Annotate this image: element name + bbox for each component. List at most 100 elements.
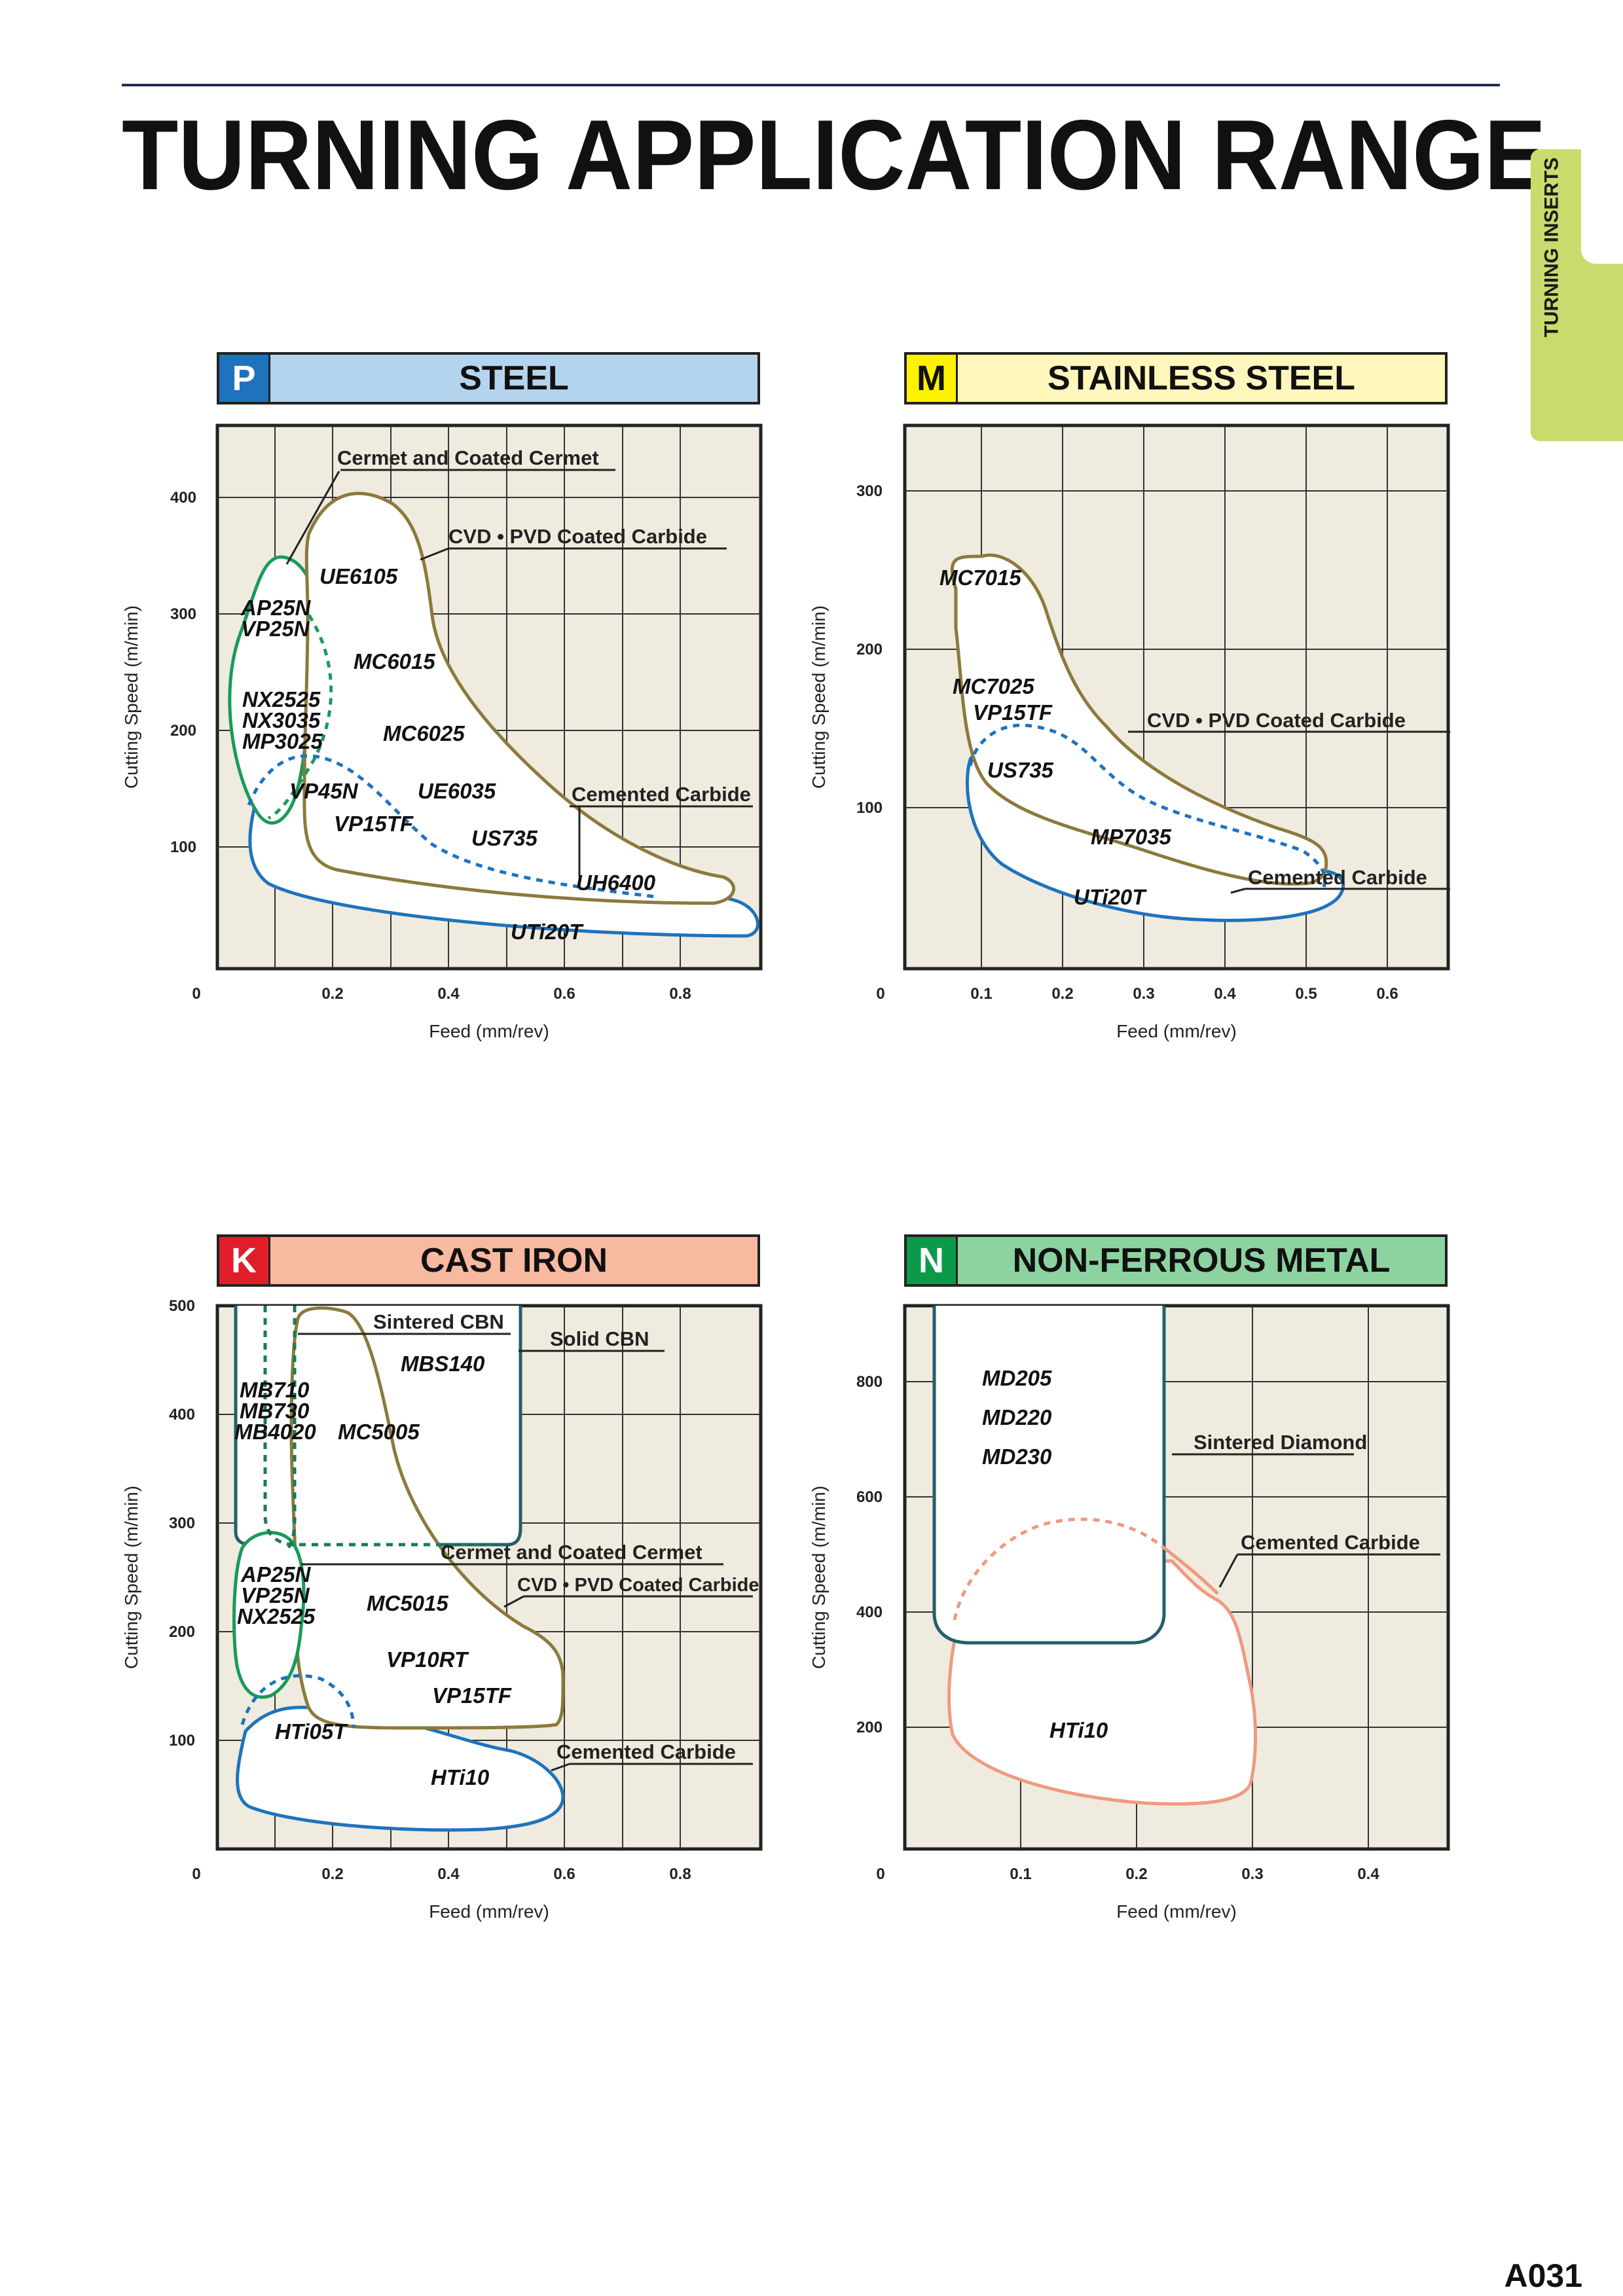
- steel-y-tick: 200: [170, 722, 196, 740]
- castiron-grade-label: MC5015: [367, 1591, 448, 1615]
- castiron-cat-solid: Solid CBN: [550, 1327, 649, 1350]
- castiron-cat-carbide: Cemented Carbide: [556, 1740, 736, 1763]
- nonferrous-x-axis-label: Feed (mm/rev): [1116, 1901, 1237, 1922]
- nonferrous-carbide-upper: [1163, 1547, 1219, 1595]
- castiron-grade-label: NX2525: [237, 1604, 316, 1628]
- nonferrous-leader-carbide: [1218, 1554, 1239, 1588]
- nonferrous-cat-carbide: Cemented Carbide: [1241, 1531, 1420, 1554]
- castiron-x-tick: 0.6: [553, 1865, 575, 1883]
- castiron-grade-label: HTi10: [431, 1765, 490, 1789]
- castiron-grade-label: HTi05T: [275, 1719, 348, 1744]
- steel-grade-label: UTi20T: [511, 920, 584, 944]
- steel-x-tick: 0.4: [437, 985, 460, 1003]
- castiron-chart: Sintered CBN Solid CBN Cermet and Coated…: [121, 1299, 763, 1922]
- page-number: A031: [1504, 2257, 1582, 2294]
- castiron-cermet-region: [232, 1531, 306, 1699]
- nonferrous-x-tick: 0.4: [1357, 1865, 1379, 1883]
- steel-grade-label: MP3025: [242, 729, 323, 753]
- stainless-dashed-blue: [968, 723, 1327, 891]
- nonferrous-y-tick: 200: [856, 1719, 883, 1736]
- steel-x-tick: 0.2: [321, 985, 343, 1003]
- nonferrous-y-axis-label: Cutting Speed (m/min): [809, 1486, 829, 1669]
- castiron-sintered-cbn-dashed: [263, 1306, 491, 1547]
- steel-y-tick: 400: [170, 489, 196, 507]
- nonferrous-y-tick: 600: [856, 1488, 883, 1506]
- castiron-leader-carbide: [551, 1763, 570, 1772]
- steel-y-tick: 300: [170, 605, 196, 623]
- stainless-letter-badge: M: [907, 355, 958, 402]
- steel-grade-label: MC6015: [354, 649, 435, 673]
- steel-title: STEEL: [459, 359, 569, 397]
- castiron-y-tick: 300: [169, 1515, 195, 1532]
- steel-x-tick: 0.8: [669, 985, 691, 1003]
- castiron-cat-cermet: Cermet and Coated Cermet: [441, 1541, 702, 1564]
- steel-grade-label: UH6400: [576, 870, 656, 895]
- stainless-x-tick: 0: [876, 985, 884, 1003]
- stainless-cat-carbide: Cemented Carbide: [1248, 866, 1427, 889]
- steel-grade-label: VP15TF: [334, 812, 414, 836]
- stainless-grade-label: MC7025: [953, 674, 1034, 698]
- castiron-grade-label: MB710: [240, 1378, 310, 1402]
- steel-cvd-region: [302, 492, 736, 905]
- nonferrous-x-tick: 0.1: [1010, 1865, 1031, 1883]
- castiron-grade-label: MBS140: [401, 1352, 485, 1376]
- steel-grade-label: VP45N: [289, 779, 359, 803]
- nonferrous-grade-label: MD230: [982, 1444, 1052, 1469]
- stainless-y-axis-label: Cutting Speed (m/min): [809, 605, 829, 789]
- stainless-x-tick: 0.2: [1051, 985, 1073, 1003]
- nonferrous-x-tick: 0.2: [1125, 1865, 1147, 1883]
- castiron-grade-label: VP10RT: [386, 1647, 469, 1672]
- castiron-y-tick: 500: [169, 1299, 195, 1315]
- castiron-x-tick: 0.2: [321, 1865, 343, 1883]
- stainless-grade-label: MC7015: [939, 565, 1021, 590]
- stainless-header: M STAINLESS STEEL: [904, 352, 1448, 404]
- stainless-grade-label: US735: [987, 758, 1054, 782]
- castiron-x-tick: 0.4: [437, 1865, 460, 1883]
- stainless-x-tick: 0.3: [1133, 985, 1154, 1003]
- nonferrous-y-tick: 800: [856, 1373, 883, 1391]
- steel-grade-label: AP25N: [240, 596, 312, 620]
- steel-x-axis-label: Feed (mm/rev): [429, 1021, 549, 1041]
- steel-letter-badge: P: [219, 355, 270, 402]
- steel-x-tick: 0.6: [553, 985, 575, 1003]
- nonferrous-carbide-dashed: [953, 1517, 1165, 1621]
- steel-header: P STEEL: [217, 352, 760, 404]
- steel-y-tick: 100: [170, 838, 196, 856]
- steel-grade-label: NX3035: [242, 708, 321, 732]
- steel-grade-label: VP25N: [241, 617, 310, 641]
- castiron-grade-label: AP25N: [240, 1562, 312, 1587]
- stainless-y-tick: 300: [856, 482, 883, 500]
- castiron-y-tick: 100: [169, 1732, 195, 1749]
- nonferrous-diamond-region: [932, 1306, 1166, 1645]
- stainless-x-tick: 0.4: [1214, 985, 1236, 1003]
- side-tab-cutout: [1581, 149, 1623, 264]
- castiron-y-axis-label: Cutting Speed (m/min): [121, 1486, 141, 1669]
- castiron-grade-label: MB730: [240, 1399, 310, 1423]
- castiron-cat-sintered: Sintered CBN: [373, 1310, 504, 1333]
- castiron-leader-cvd: [503, 1595, 524, 1608]
- steel-grade-label: UE6105: [319, 564, 398, 588]
- stainless-chart: CVD • PVD Coated Carbide Cemented Carbid…: [809, 423, 1450, 1041]
- nonferrous-cat-diamond: Sintered Diamond: [1194, 1431, 1367, 1454]
- side-tab-label: TURNING INSERTS: [1541, 157, 1563, 338]
- nonferrous-grade-label: MD220: [982, 1405, 1052, 1429]
- steel-x-tick: 0: [192, 985, 200, 1003]
- nonferrous-x-tick: 0.3: [1241, 1865, 1263, 1883]
- nonferrous-x-tick: 0: [876, 1865, 884, 1883]
- steel-y-axis-label: Cutting Speed (m/min): [121, 605, 141, 789]
- stainless-x-tick: 0.1: [970, 985, 992, 1003]
- castiron-header: K CAST IRON: [217, 1234, 760, 1287]
- steel-grade-label: UE6035: [418, 779, 496, 803]
- nonferrous-letter-badge: N: [907, 1237, 958, 1284]
- castiron-y-tick: 200: [169, 1623, 195, 1641]
- stainless-x-tick: 0.5: [1295, 985, 1317, 1003]
- stainless-cat-cvd: CVD • PVD Coated Carbide: [1147, 709, 1406, 732]
- stainless-y-tick: 100: [856, 799, 883, 817]
- steel-chart: Cermet and Coated Cermet CVD • PVD Coate…: [121, 423, 763, 1041]
- castiron-x-axis-label: Feed (mm/rev): [429, 1901, 549, 1922]
- castiron-sintered-cbn-dashed-right: [287, 1306, 297, 1549]
- castiron-cat-cvd: CVD • PVD Coated Carbide: [517, 1575, 759, 1596]
- steel-leader-cermet: [285, 471, 340, 565]
- castiron-title: CAST IRON: [420, 1242, 608, 1280]
- stainless-y-tick: 200: [856, 641, 883, 658]
